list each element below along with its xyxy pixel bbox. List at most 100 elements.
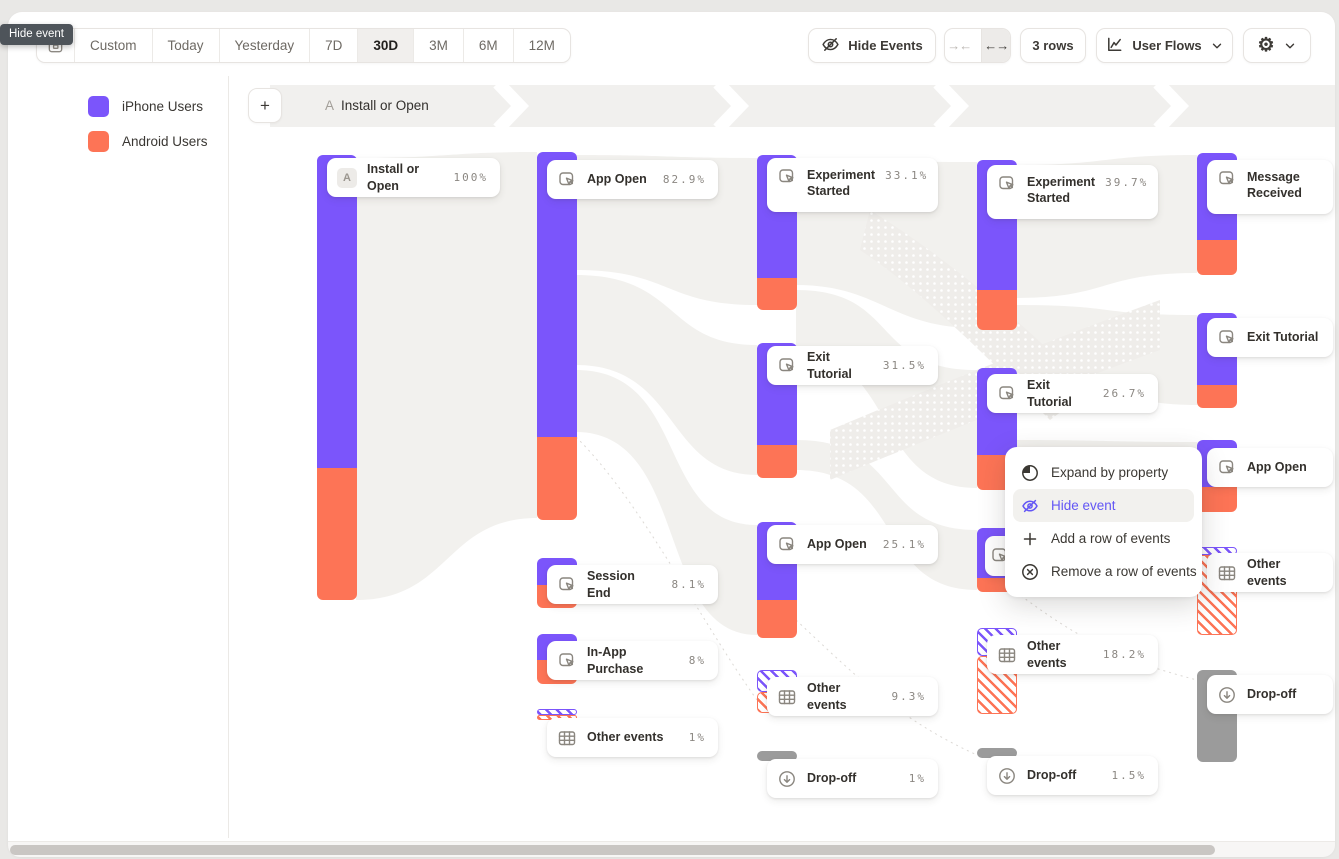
dropoff-icon — [997, 766, 1017, 786]
date-range-yesterday[interactable]: Yesterday — [220, 29, 311, 62]
flow-node-card-drop-off[interactable]: Drop-off — [1207, 675, 1333, 714]
hide-events-label: Hide Events — [848, 38, 923, 53]
step-label: A Install or Open — [325, 98, 429, 113]
settings-button[interactable]: ⚙ — [1243, 28, 1311, 63]
badge-a-icon: A — [337, 167, 357, 188]
step-chevron-separators — [493, 85, 1189, 127]
menu-item-label: Add a row of events — [1051, 531, 1171, 546]
flow-node-label: App Open — [807, 537, 867, 552]
tap-icon — [1217, 169, 1237, 189]
flow-bar-segment-iphone — [537, 152, 577, 437]
step-prefix: A — [325, 98, 335, 113]
view-selector-label: User Flows — [1132, 38, 1202, 53]
flow-bar-drop-off[interactable] — [977, 748, 1017, 758]
tap-icon — [997, 174, 1017, 194]
panel-divider — [228, 76, 229, 838]
expand-columns-button[interactable]: ←→ — [981, 29, 1010, 62]
flow-bar-segment-iphone — [317, 155, 357, 468]
flow-node-card-app-open[interactable]: App Open 25.1% — [767, 525, 938, 564]
flow-node-percent: 1.5% — [1111, 769, 1146, 782]
flow-node-label: Exit Tutorial — [807, 350, 852, 381]
legend-item-iphone-users[interactable]: iPhone Users — [88, 96, 208, 117]
flow-bar-install-or-open[interactable] — [317, 155, 357, 600]
flow-node-percent: 100% — [453, 171, 488, 184]
grid-icon — [997, 645, 1017, 665]
legend-label: iPhone Users — [122, 99, 204, 114]
flow-node-card-exit-tutorial[interactable]: Exit Tutorial — [1207, 318, 1333, 357]
flow-node-card-install-or-open[interactable]: A Install or Open 100% — [327, 158, 500, 197]
flow-bar-drop-off[interactable] — [757, 751, 797, 761]
flow-node-percent: 39.7% — [1105, 176, 1149, 189]
flow-node-card-experiment-started[interactable]: Experiment Started 39.7% — [987, 165, 1158, 219]
menu-item-hide-event[interactable]: Hide event — [1013, 489, 1194, 522]
flow-node-percent: 82.9% — [662, 173, 706, 186]
hover-tooltip: Hide event — [0, 24, 73, 45]
flow-node-card-other-events[interactable]: Other events — [1207, 553, 1333, 592]
flow-node-label: Message Received — [1247, 170, 1302, 201]
flow-node-card-exit-tutorial[interactable]: Exit Tutorial 31.5% — [767, 346, 938, 385]
chevron-down-icon — [1212, 43, 1221, 48]
date-range-custom[interactable]: Custom — [75, 29, 153, 62]
tap-icon — [777, 167, 797, 187]
remove-icon — [1021, 563, 1039, 581]
flow-node-card-other-events[interactable]: Other events 1% — [547, 718, 718, 757]
series-legend: iPhone Users Android Users — [88, 96, 208, 166]
date-range-30d[interactable]: 30D — [358, 29, 415, 62]
menu-item-expand-by-property[interactable]: Expand by property — [1013, 456, 1194, 489]
funnel-step-strip[interactable]: A Install or Open — [270, 85, 1335, 127]
hide-events-button[interactable]: Hide Events — [808, 28, 936, 63]
date-range-today[interactable]: Today — [153, 29, 220, 62]
flow-bar-segment-gray — [757, 751, 797, 761]
tap-icon — [557, 575, 577, 595]
flow-bar-segment-android — [757, 600, 797, 638]
view-selector-button[interactable]: User Flows — [1096, 28, 1233, 63]
menu-item-add-a-row-of-events[interactable]: Add a row of events — [1013, 522, 1194, 555]
flow-node-card-app-open[interactable]: App Open 82.9% — [547, 160, 718, 199]
flow-node-label: In-App Purchase — [587, 645, 644, 676]
flow-node-card-other-events[interactable]: Other events 9.3% — [767, 677, 938, 716]
collapse-columns-button[interactable]: →← — [947, 38, 972, 53]
grid-icon — [557, 728, 577, 748]
date-range-7d[interactable]: 7D — [310, 29, 359, 62]
flow-node-label: Experiment Started — [1027, 175, 1096, 206]
flow-node-card-drop-off[interactable]: Drop-off 1.5% — [987, 756, 1158, 795]
flow-node-card-other-events[interactable]: Other events 18.2% — [987, 635, 1158, 674]
tap-icon — [997, 384, 1017, 404]
flow-node-label: Drop-off — [1247, 687, 1297, 702]
scrollbar-thumb[interactable] — [10, 845, 1215, 855]
flow-node-percent: 25.1% — [882, 538, 926, 551]
flow-node-card-in-app-purchase[interactable]: In-App Purchase 8% — [547, 641, 718, 680]
rows-count-button[interactable]: 3 rows — [1020, 28, 1086, 63]
menu-item-label: Expand by property — [1051, 465, 1169, 480]
flow-node-percent: 1% — [908, 772, 926, 785]
date-range-6m[interactable]: 6M — [464, 29, 514, 62]
date-range-12m[interactable]: 12M — [528, 38, 555, 53]
flow-bar-segment-android — [757, 278, 797, 310]
flow-bar-app-open[interactable] — [537, 152, 577, 520]
date-range-3m[interactable]: 3M — [414, 29, 464, 62]
menu-item-remove-a-row-of-events[interactable]: Remove a row of events — [1013, 555, 1197, 588]
flow-node-percent: 26.7% — [1102, 387, 1146, 400]
flow-node-percent: 18.2% — [1102, 648, 1146, 661]
flow-node-percent: 33.1% — [885, 169, 929, 182]
horizontal-scrollbar[interactable] — [8, 841, 1335, 857]
event-context-menu: Expand by property Hide event Add a row of… — [1005, 447, 1202, 597]
legend-label: Android Users — [122, 134, 208, 149]
tap-icon — [557, 651, 577, 671]
flow-node-card-message-received[interactable]: Message Received — [1207, 160, 1333, 214]
tap-icon — [1217, 458, 1237, 478]
expand-icon — [1021, 464, 1039, 482]
flow-node-card-drop-off[interactable]: Drop-off 1% — [767, 759, 938, 798]
add-step-button[interactable]: + — [248, 88, 282, 123]
tap-icon — [777, 535, 797, 555]
flow-node-card-session-end[interactable]: Session End 8.1% — [547, 565, 718, 604]
flow-node-card-exit-tutorial[interactable]: Exit Tutorial 26.7% — [987, 374, 1158, 413]
flow-bar-segment-android — [537, 437, 577, 520]
flow-node-card-experiment-started[interactable]: Experiment Started 33.1% — [767, 158, 938, 212]
flow-bar-segment-android — [1197, 240, 1237, 275]
flow-bar-exit-tutorial[interactable] — [757, 343, 797, 478]
flow-node-card-app-open[interactable]: App Open — [1207, 448, 1333, 487]
flow-node-label: Other events — [807, 681, 847, 712]
legend-item-android-users[interactable]: Android Users — [88, 131, 208, 152]
